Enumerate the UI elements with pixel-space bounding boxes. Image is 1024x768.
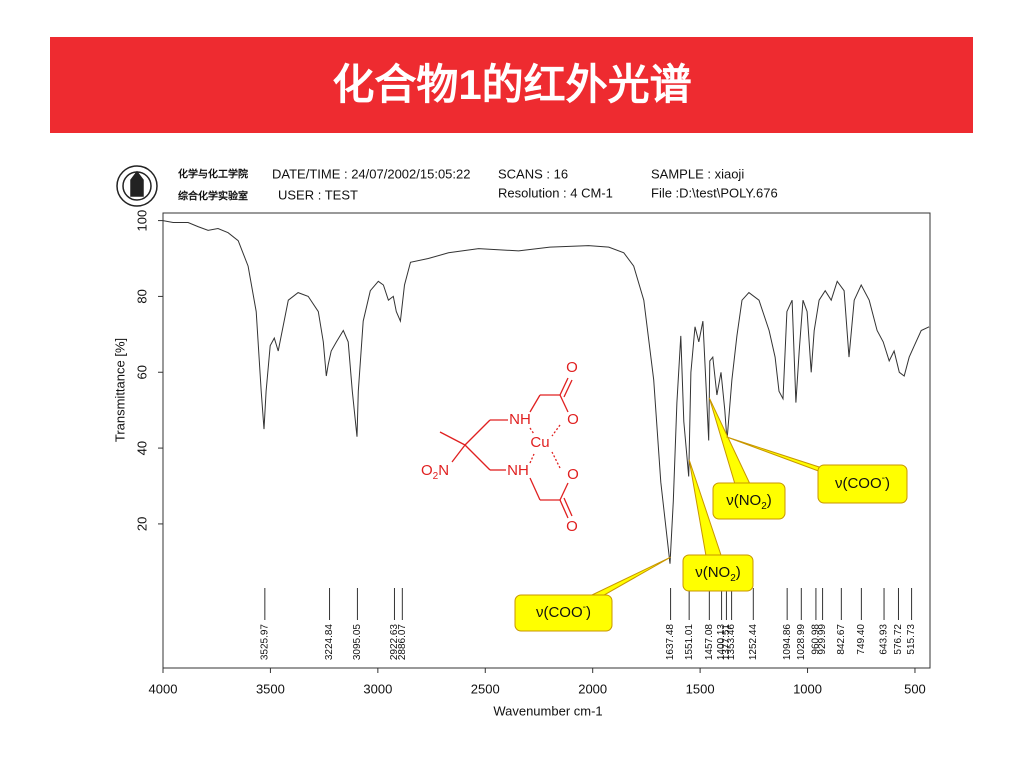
y-tick-label: 20 <box>134 517 149 531</box>
spectrum-info: SAMPLE : xiaoji <box>651 166 744 181</box>
callout-text: ν(NO <box>695 564 730 581</box>
title-banner <box>50 37 973 133</box>
peak-label: 1252.44 <box>748 624 759 661</box>
peak-label: 1637.48 <box>665 624 676 661</box>
callout-end: ) <box>767 492 772 509</box>
callout-sub: 2 <box>761 501 767 512</box>
callout-text: ν(NO <box>726 492 761 509</box>
y-axis-label: Transmittance [%] <box>112 338 127 442</box>
x-tick-label: 3000 <box>363 681 392 696</box>
atom-label: O <box>567 466 579 483</box>
logo <box>116 165 158 207</box>
callout-box <box>817 464 908 504</box>
x-tick-label: 1000 <box>793 681 822 696</box>
y-tick-label: 60 <box>134 365 149 379</box>
atom-label: O <box>567 411 579 428</box>
peak-label: 1457.08 <box>704 624 715 661</box>
spectrum-info: File :D:\test\POLY.676 <box>651 185 778 200</box>
callout-label: ν(COO-) <box>536 602 591 621</box>
peak-label: 1353.46 <box>726 624 737 661</box>
peak-label: 3525.97 <box>259 624 270 661</box>
atom-label: Cu <box>530 434 549 451</box>
peak-label: 1094.86 <box>782 624 793 661</box>
callout-box <box>712 482 786 520</box>
y-tick-label: 100 <box>134 210 149 232</box>
peak-label: 749.40 <box>856 624 867 655</box>
callout-sup: - <box>882 473 885 484</box>
callout-box <box>682 554 754 592</box>
y-tick-label: 40 <box>134 441 149 455</box>
callout-end: ) <box>586 604 591 621</box>
callout-label: ν(COO-) <box>835 473 890 492</box>
nitro-end: N <box>438 462 449 479</box>
x-tick-label: 2500 <box>471 681 500 696</box>
callout-label: ν(NO2) <box>695 564 741 584</box>
callout-text: ν(COO <box>536 604 583 621</box>
spectrum-info: Resolution : 4 CM-1 <box>498 185 613 200</box>
peak-label: 2922.63 <box>389 624 400 661</box>
institute-name: 化学与化工学院 <box>178 168 248 181</box>
peak-label: 1551.01 <box>684 624 695 661</box>
atom-label: NH <box>507 462 529 479</box>
spectrum-info: USER : TEST <box>278 187 358 202</box>
atom-label: NH <box>509 411 531 428</box>
peak-label: 929.99 <box>817 624 828 655</box>
peak-label: 2886.07 <box>397 624 408 661</box>
nitro-sub: 2 <box>433 471 439 482</box>
peak-label: 576.72 <box>893 624 904 655</box>
peak-label: 842.67 <box>836 624 847 655</box>
peak-label: 3224.84 <box>324 624 335 661</box>
callout-sup: - <box>583 602 586 613</box>
peak-label: 1028.99 <box>796 624 807 661</box>
callout-sub: 2 <box>730 573 736 584</box>
peak-label: 3095.05 <box>352 624 363 661</box>
peak-label: 960.98 <box>811 624 822 655</box>
callout-text: ν(COO <box>835 475 882 492</box>
spectrum-info: DATE/TIME : 24/07/2002/15:05:22 <box>272 166 471 181</box>
spectrum-info: SCANS : 16 <box>498 166 568 181</box>
slide-title: 化合物1的红外光谱 <box>332 61 691 108</box>
x-tick-label: 1500 <box>686 681 715 696</box>
nitro-label: O2N <box>421 462 449 482</box>
callout-label: ν(NO2) <box>726 492 772 512</box>
x-tick-label: 2000 <box>578 681 607 696</box>
x-tick-label: 3500 <box>256 681 285 696</box>
peak-label: 643.93 <box>879 624 890 655</box>
atom-label: O <box>566 359 578 376</box>
peak-label: 1377.51 <box>721 624 732 661</box>
atom-label: O <box>566 518 578 535</box>
plot-frame <box>162 212 931 669</box>
institute-name: 综合化学实验室 <box>178 190 248 203</box>
callout-end: ) <box>885 475 890 492</box>
x-tick-label: 500 <box>904 681 926 696</box>
nitro-text: O <box>421 462 433 479</box>
callout-box <box>514 594 613 632</box>
spectrum-line <box>162 220 930 564</box>
callout-end: ) <box>736 564 741 581</box>
x-axis-label: Wavenumber cm-1 <box>493 703 602 718</box>
x-tick-label: 4000 <box>149 681 178 696</box>
peak-label: 1400.13 <box>716 624 727 661</box>
peak-label: 515.73 <box>906 624 917 655</box>
y-tick-label: 80 <box>134 289 149 303</box>
